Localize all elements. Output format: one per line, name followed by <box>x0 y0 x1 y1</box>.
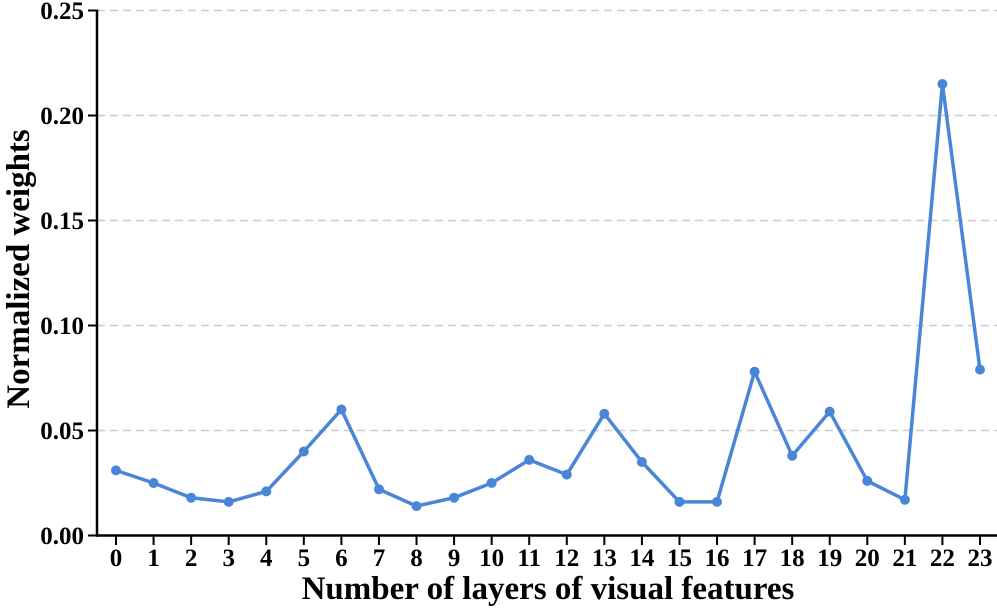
x-tick-label: 18 <box>780 545 805 572</box>
data-point-marker <box>749 366 760 377</box>
x-tick-label: 7 <box>373 545 386 572</box>
data-point-marker <box>374 484 384 495</box>
x-tick-label: 0 <box>110 545 123 572</box>
x-tick-label: 3 <box>222 545 235 572</box>
data-point-marker <box>899 494 910 505</box>
y-tick-label: 0.25 <box>40 0 84 25</box>
data-point-marker <box>449 492 460 503</box>
axes-spines <box>95 9 997 537</box>
data-point-marker <box>599 408 610 419</box>
data-point-marker <box>486 478 497 488</box>
x-tick-label: 20 <box>855 545 880 572</box>
data-point-marker <box>561 469 572 480</box>
y-tick-label: 0.20 <box>40 103 84 130</box>
x-tick-label: 6 <box>335 545 348 572</box>
x-tick-label: 4 <box>260 545 273 572</box>
x-tick-label: 14 <box>629 545 655 572</box>
x-tick-label: 19 <box>817 545 842 572</box>
x-tick-label: 12 <box>554 545 579 572</box>
x-tick-label: 8 <box>410 545 423 572</box>
y-tick-label: 0.00 <box>40 523 84 550</box>
data-point-marker <box>787 450 798 461</box>
x-tick-label: 2 <box>185 545 198 572</box>
data-point-marker <box>524 454 535 465</box>
x-tick-label: 23 <box>967 545 992 572</box>
y-tick-label: 0.15 <box>40 208 84 235</box>
y-axis-title: Normalized weights <box>1 129 37 409</box>
data-point-marker <box>411 501 422 512</box>
data-point-marker <box>975 364 985 375</box>
data-point-marker <box>636 457 647 467</box>
x-tick-label: 17 <box>742 545 767 572</box>
data-point-marker <box>148 478 159 488</box>
data-point-marker <box>862 475 873 486</box>
x-axis-title: Number of layers of visual features <box>302 571 795 607</box>
data-point-markers <box>111 79 985 512</box>
x-tick-label: 13 <box>592 545 617 572</box>
data-point-marker <box>186 492 197 503</box>
data-point-marker <box>336 404 347 415</box>
x-tick-label: 5 <box>298 545 311 572</box>
y-axis-tick-labels: 0.00 0.05 0.10 0.15 0.20 0.25 <box>40 0 84 550</box>
y-tick-label: 0.05 <box>40 418 84 445</box>
data-point-marker <box>111 465 121 476</box>
x-tick-label: 21 <box>892 545 917 572</box>
x-tick-label: 1 <box>147 545 160 572</box>
y-axis-ticks <box>88 9 97 537</box>
data-point-marker <box>261 486 272 497</box>
x-tick-label: 9 <box>448 545 461 572</box>
data-point-marker <box>937 79 948 89</box>
data-point-marker <box>824 406 835 417</box>
x-axis-tick-labels: 0 1 2 3 4 5 6 7 8 9 10 11 12 13 14 15 16 17 18 19 20 21 22 23 <box>110 545 993 572</box>
data-point-marker <box>223 496 234 507</box>
data-point-marker <box>298 446 309 457</box>
data-point-marker <box>712 496 722 507</box>
gridlines <box>97 9 997 432</box>
x-axis-ticks <box>115 535 981 545</box>
y-tick-label: 0.10 <box>40 313 84 340</box>
x-tick-label: 10 <box>479 545 504 572</box>
data-point-marker <box>674 496 685 507</box>
data-line <box>114 82 982 508</box>
x-tick-label: 22 <box>930 545 955 572</box>
x-tick-label: 15 <box>667 545 692 572</box>
x-tick-label: 11 <box>517 545 541 572</box>
x-tick-label: 16 <box>705 545 730 572</box>
